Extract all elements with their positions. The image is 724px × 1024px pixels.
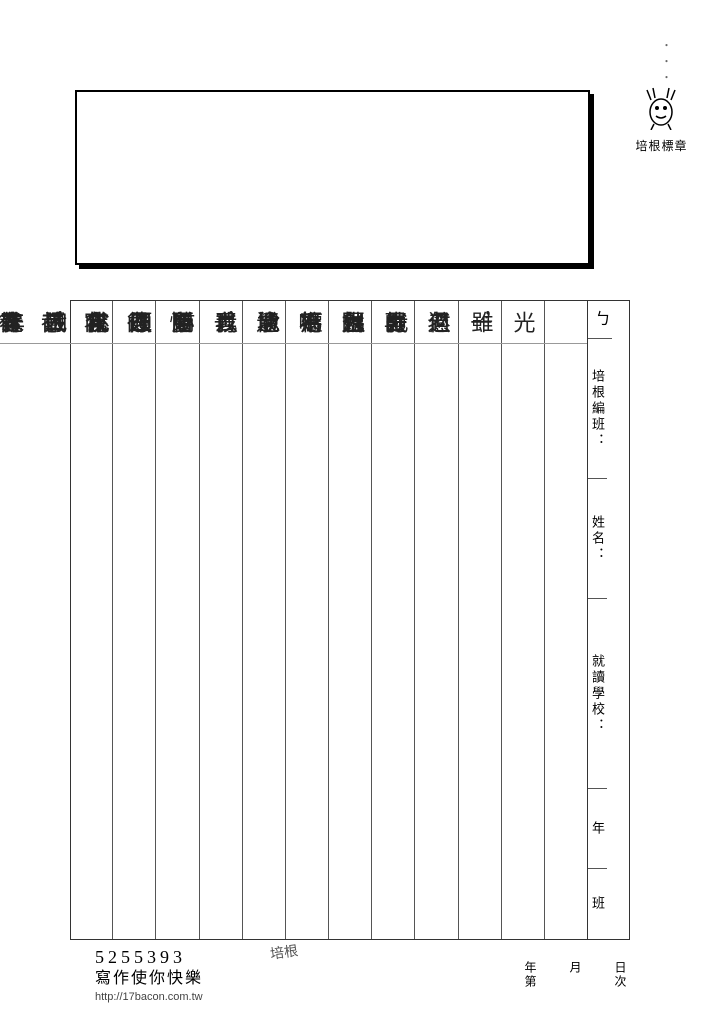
grid-cell: 光 [501, 301, 544, 344]
class-suffix: 班 [588, 869, 607, 939]
text-column: 老師也不壞，所以我決定面對現實 [414, 301, 457, 939]
text-column [285, 301, 328, 939]
footer-number: 5255393 [95, 946, 203, 969]
name-label: 姓名： [588, 479, 607, 599]
grid-cell [0, 301, 27, 344]
footer-url: http://17bacon.com.tw [95, 990, 203, 1004]
text-column [155, 301, 198, 939]
text-column [69, 301, 112, 939]
text-column: 9/21 [112, 301, 155, 939]
grid-cell [156, 301, 199, 344]
grid-cell [242, 301, 285, 344]
grid-cell [285, 301, 328, 344]
grid-cell [27, 301, 70, 344]
badge-label: 培根標章 [634, 137, 689, 154]
class-label: 培根編班： [588, 339, 607, 479]
text-column: 一過去就不能再要回來了；而且我 [458, 301, 501, 939]
grid-cell [70, 301, 113, 344]
footer-tagline: 寫作使你快樂 [95, 969, 203, 990]
text-column: 內容都很符合你訂的題目！新 [199, 301, 242, 939]
text-column: 再因為過去而悲傷，就讓我們一起 [371, 301, 414, 939]
grid-cell: 一 [458, 301, 501, 344]
stamp-mark: 培根 [269, 940, 300, 964]
writing-grid: ㄅ 培根編班： 姓名： 就讀學校： 年 班 雖然我很懷念以前三、四年級光，但是媽… [70, 300, 630, 940]
text-column: 力吧！ [328, 301, 371, 939]
mascot-icon [639, 80, 684, 130]
year-label: 年第 [522, 961, 539, 989]
month-label: 月 [567, 961, 584, 989]
header-column: ㄅ 培根編班： 姓名： 就讀學校： 年 班 [587, 301, 629, 939]
date-label-row: 年第 月 日次 [522, 961, 629, 989]
comment-box [75, 90, 590, 265]
grid-cell [113, 301, 156, 344]
worksheet-page: ・・・ 培根標章 ㄅ 培根編班： 姓名： 就讀學校： 年 班 雖然我很懷念以前三… [0, 0, 724, 1024]
grid-cell [199, 301, 242, 344]
page-marker: ㄅ [588, 301, 612, 339]
footer-block: 5255393 寫作使你快樂 http://17bacon.com.tw [95, 946, 203, 1004]
grid-cell [544, 301, 587, 344]
grid-cell: 老 [415, 301, 458, 344]
text-column: 懂得向前看，挑戰你的未來， [242, 301, 285, 939]
day-label: 日次 [612, 961, 629, 989]
text-column: 光，但是媽媽說我必須挑戰未來， [501, 301, 544, 939]
text-column: 雖然我很懷念以前三、四年級 [544, 301, 587, 939]
grade-label: 年 [588, 789, 607, 869]
school-label: 就讀學校： [588, 599, 607, 789]
grid-cell: 再 [372, 301, 415, 344]
badge-area: 培根標章 [634, 80, 689, 154]
grid-cell: 力 [329, 301, 372, 344]
